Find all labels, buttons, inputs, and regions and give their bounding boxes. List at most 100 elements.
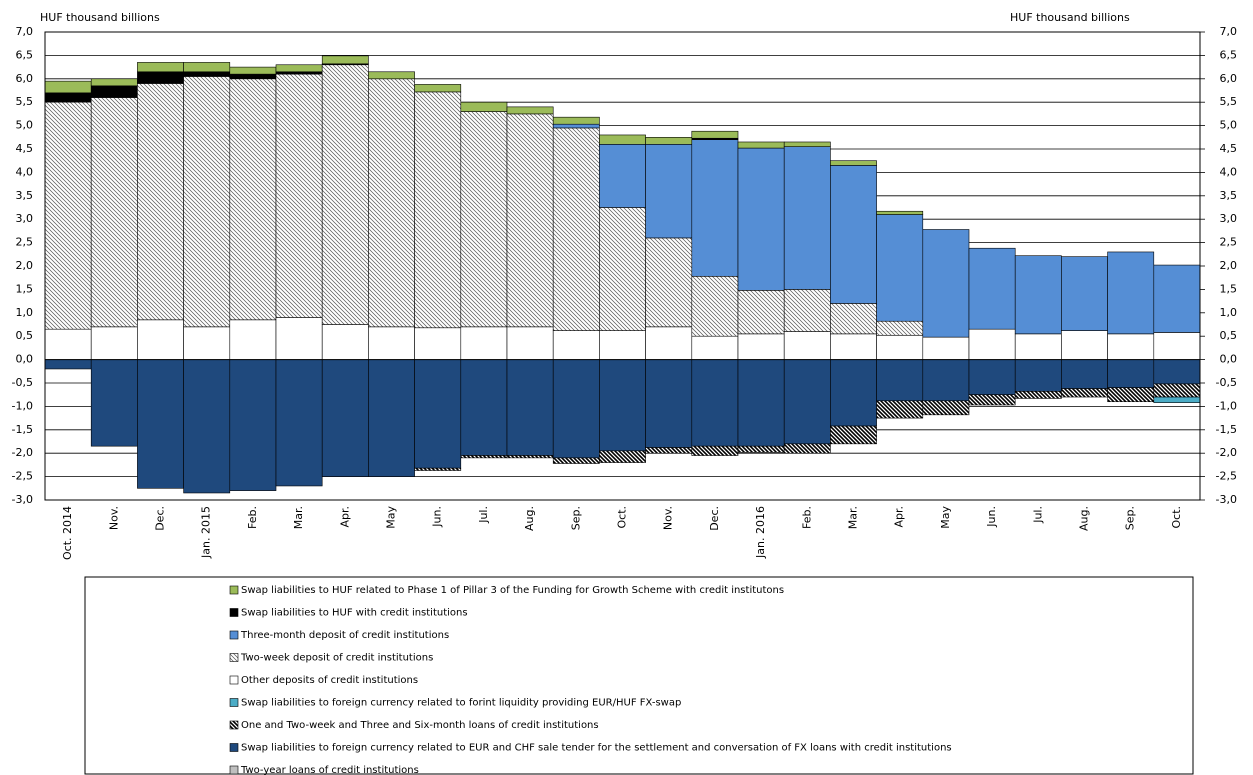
bar-segment (183, 359, 231, 494)
legend-label: Other deposits of credit institutions (241, 675, 418, 686)
legend-label: Swap liabilities to HUF with credit inst… (241, 608, 468, 619)
y-tick-label: -2,0 (12, 446, 33, 459)
bar-segment (737, 147, 785, 291)
y-tick-label: 4,5 (16, 142, 34, 155)
legend-label: Three-month deposit of credit institutio… (240, 630, 449, 641)
x-tick-label: Jul. (477, 506, 490, 524)
x-tick-label: Apr. (893, 506, 906, 528)
legend-label: Swap liabilities to foreign currency rel… (241, 743, 952, 754)
x-tick-label: Mar. (847, 506, 860, 529)
x-tick-label: Jul. (1031, 506, 1044, 524)
bar-segment (1061, 256, 1108, 331)
bar-segment (599, 207, 646, 331)
bar-segment (599, 330, 646, 360)
legend-label: Two-year loans of credit institutions (240, 765, 419, 775)
bar-segment (783, 331, 831, 360)
legend-swatch (229, 698, 239, 707)
bar-segment (737, 445, 785, 453)
x-tick-label: Aug. (523, 506, 536, 531)
bar-segment (1061, 330, 1108, 360)
y2-tick-label: 7,0 (1220, 25, 1238, 38)
y-tick-label: 1,0 (16, 306, 34, 319)
x-tick-label: Jan. 2015 (200, 506, 213, 559)
y-tick-label: 4,0 (16, 165, 34, 178)
bar-segment (506, 359, 554, 456)
bar-segment (506, 113, 554, 328)
y2-tick-label: -2,5 (1216, 470, 1237, 483)
bar-segment (691, 139, 739, 277)
bar-segment (368, 71, 415, 80)
x-tick-label: May (939, 506, 952, 529)
legend-box (84, 576, 1194, 775)
x-tick-label: Mar. (292, 506, 305, 529)
bar-segment (1014, 359, 1062, 392)
bar-segment (321, 359, 369, 477)
bar-segment (830, 425, 877, 445)
x-tick-label: Apr. (338, 506, 351, 528)
bar-segment (783, 289, 831, 332)
bar-segment (645, 447, 693, 454)
bar-segment (137, 83, 184, 321)
bar-segment (229, 73, 277, 80)
bar-segment (183, 62, 231, 73)
legend-swatch (229, 630, 239, 640)
bar-segment (552, 127, 600, 331)
bar-segment (506, 326, 554, 360)
y-tick-label: -1,0 (12, 399, 33, 412)
bar-segment (460, 326, 508, 360)
x-tick-label: Feb. (800, 506, 813, 529)
x-tick-label: Nov. (107, 506, 120, 530)
bar-segment (1061, 359, 1108, 389)
y-tick-label: -3,0 (12, 493, 33, 506)
y-tick-label: 3,0 (16, 212, 34, 225)
bar-segment (922, 336, 970, 360)
bar-segment (876, 320, 924, 336)
bar-segment (1107, 251, 1155, 335)
bar-segment (321, 55, 369, 65)
legend-label: One and Two-week and Three and Six-month… (241, 720, 599, 731)
bar-segment (275, 71, 323, 75)
x-tick-label: Dec. (708, 506, 721, 531)
y2-tick-label: 1,5 (1220, 282, 1238, 295)
bar-segment (414, 467, 462, 471)
bar-segment (737, 333, 785, 360)
y2-tick-label: 0,5 (1220, 329, 1238, 342)
bar-segment (44, 359, 92, 370)
y-tick-label: -1,5 (12, 423, 33, 436)
bar-segment (783, 443, 831, 454)
bar-segment (1107, 359, 1155, 388)
x-tick-label: Sep. (1124, 506, 1137, 530)
bar-segment (691, 335, 739, 360)
y2-tick-label: 6,0 (1220, 72, 1238, 85)
bar-segment (1014, 333, 1062, 360)
bar-segment (321, 64, 369, 325)
bar-segment (90, 78, 138, 87)
y2-tick-label: 4,0 (1220, 165, 1238, 178)
x-tick-label: Oct. 2014 (61, 506, 74, 560)
bar-segment (968, 394, 1016, 406)
y-axis-title: HUF thousand billions (40, 11, 160, 24)
x-tick-label: Feb. (246, 506, 259, 529)
y-tick-label: -0,5 (12, 376, 33, 389)
x-tick-label: Dec. (154, 506, 167, 531)
bar-segment (414, 327, 462, 360)
legend-swatch (229, 653, 239, 662)
bar-segment (922, 229, 970, 338)
bar-segment (599, 359, 646, 452)
bar-segment (968, 247, 1016, 330)
x-tick-label: Jun. (431, 506, 444, 528)
y-tick-label: -2,5 (12, 470, 33, 483)
bar-segment (691, 445, 739, 456)
bar-segment (368, 359, 415, 477)
bar-segment (460, 455, 508, 459)
y2-tick-label: 3,0 (1220, 212, 1238, 225)
bar-segment (90, 326, 138, 360)
bar-segment (183, 76, 231, 328)
x-tick-label: Sep. (569, 506, 582, 530)
legend-swatch (229, 720, 239, 730)
legend-label: Two-week deposit of credit institutions (240, 653, 433, 664)
bar-segment (90, 85, 138, 98)
bar-segment (922, 359, 970, 402)
y2-tick-label: 3,5 (1220, 189, 1238, 202)
